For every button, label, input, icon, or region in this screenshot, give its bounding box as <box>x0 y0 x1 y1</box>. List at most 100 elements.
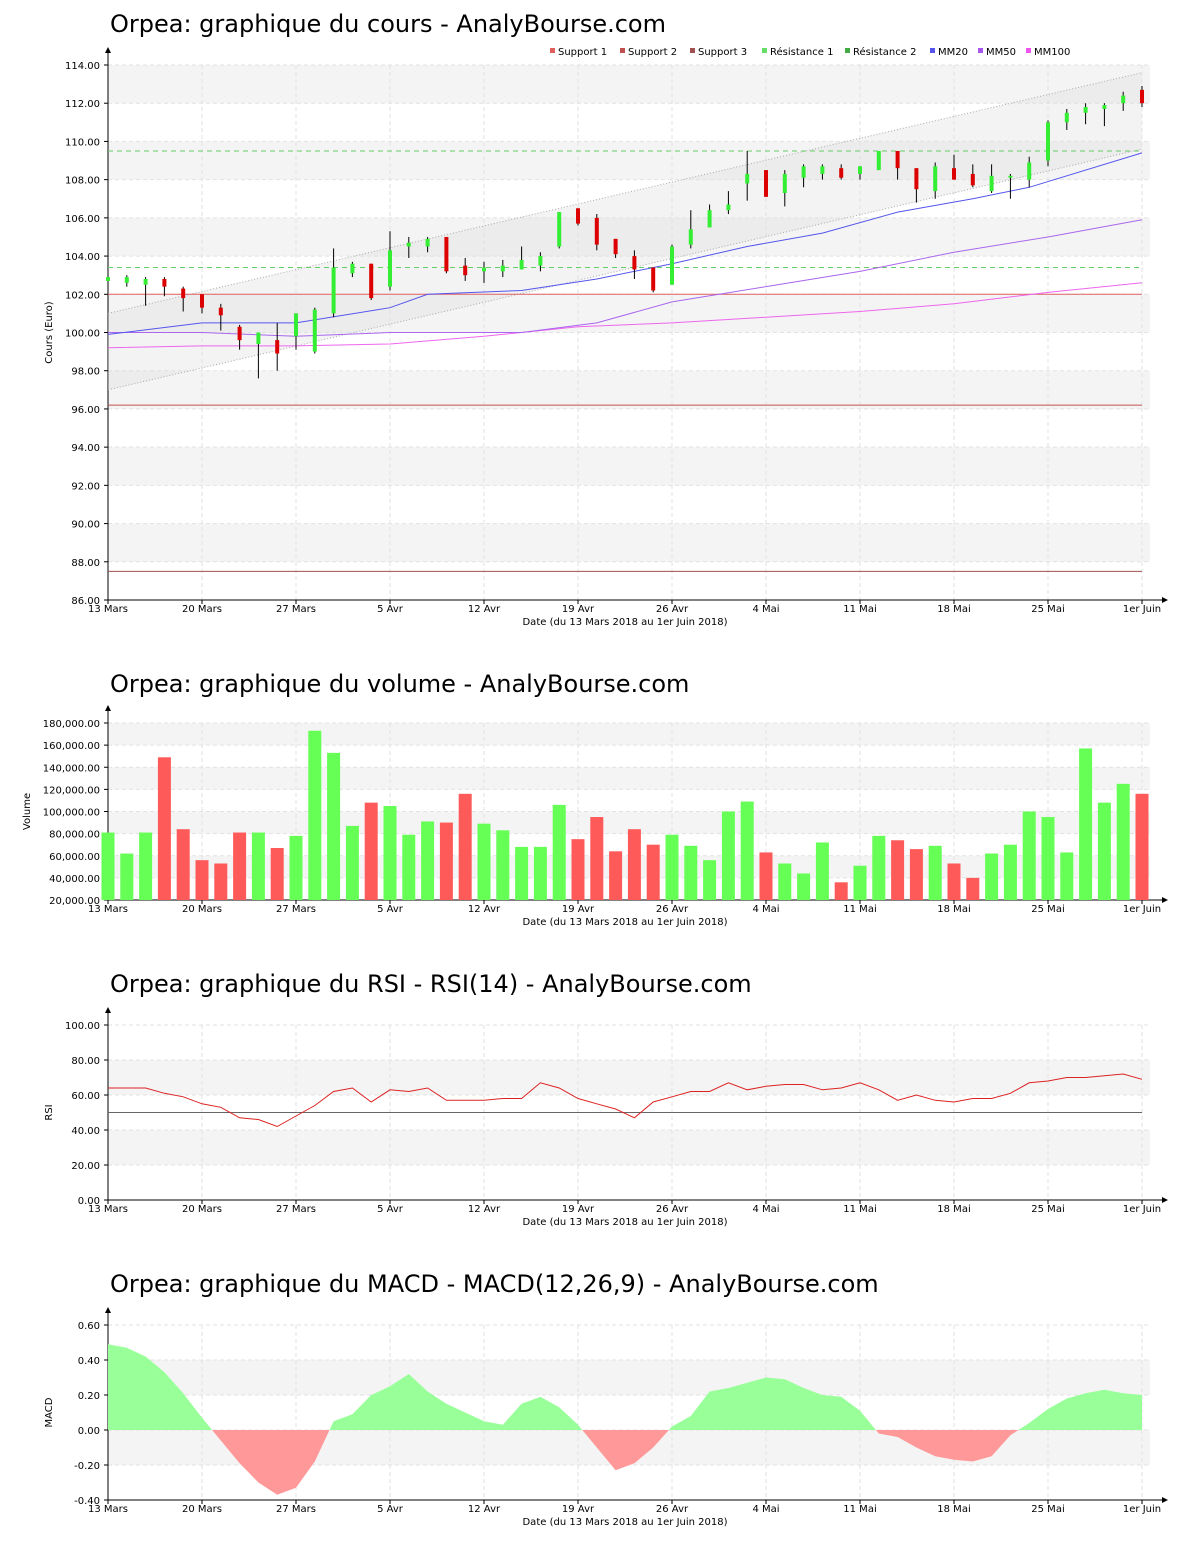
volume-bar <box>928 845 942 900</box>
x-axis-arrow <box>1162 1497 1168 1503</box>
candle-body <box>726 204 731 211</box>
candle-body <box>613 238 618 255</box>
volume-bar <box>684 845 698 900</box>
candle-body <box>688 229 693 245</box>
volume-bar <box>515 846 529 900</box>
candle-body <box>275 340 280 354</box>
legend-label: Support 1 <box>558 47 607 58</box>
legend-label: Résistance 1 <box>770 46 833 58</box>
volume-bar <box>740 801 754 900</box>
candle <box>557 212 562 249</box>
candle <box>1140 86 1144 108</box>
x-tick-label: 26 Avr <box>656 1204 689 1215</box>
candle-body <box>388 250 392 287</box>
y-tick-label: 80,000.00 <box>49 830 100 841</box>
candle <box>275 322 280 371</box>
candle-body <box>444 236 449 272</box>
x-tick-label: 20 Mars <box>182 904 222 915</box>
y-axis-label: Cours (Euro) <box>44 301 55 364</box>
x-tick-label: 11 Mai <box>843 604 876 615</box>
volume-bar <box>891 840 905 900</box>
volume-bar <box>1003 844 1017 900</box>
y-axis-arrow <box>105 1007 111 1013</box>
y-tick-label: 20.00 <box>71 1161 100 1172</box>
volume-chart: 20,000.00 40,000.00 60,000.00 80,000.00 100,… <box>22 705 1168 928</box>
y-tick-label: 120,000.00 <box>43 785 100 796</box>
x-tick-label: 25 Mai <box>1031 1504 1064 1515</box>
candle <box>482 261 486 283</box>
plot-band <box>108 523 1150 562</box>
candle-body <box>425 238 430 247</box>
volume-bar <box>815 842 829 900</box>
x-tick-label: 27 Mars <box>276 604 316 615</box>
candle-body <box>801 166 806 178</box>
y-tick-label: 102.00 <box>65 290 100 301</box>
candle <box>350 261 355 278</box>
candle-body <box>124 277 129 283</box>
plot-band <box>108 447 1150 486</box>
volume-bar <box>797 873 811 900</box>
legend-swatch <box>930 48 935 53</box>
x-tick-label: 20 Mars <box>182 604 222 615</box>
candle <box>218 303 223 331</box>
legend-label: MM20 <box>938 47 968 58</box>
x-tick-label: 11 Mai <box>843 1504 876 1515</box>
candle <box>688 210 693 249</box>
volume-bar <box>1041 817 1055 900</box>
x-tick-label: 12 Avr <box>468 604 501 615</box>
candle <box>331 248 336 318</box>
volume-bar <box>872 835 886 900</box>
volume-bar <box>402 834 416 900</box>
y-tick-label: 80.00 <box>71 1056 100 1067</box>
y-tick-label: 60,000.00 <box>49 852 100 863</box>
price-panel: Orpea: graphique du cours - AnalyBourse.… <box>0 0 1200 640</box>
volume-bar <box>646 844 660 900</box>
candle-body <box>256 332 261 344</box>
candle-body <box>745 173 750 184</box>
candle <box>181 286 186 312</box>
candle <box>876 150 881 171</box>
legend-swatch <box>620 48 625 53</box>
x-tick-label: 5 Avr <box>377 604 404 615</box>
macd-negative-area <box>875 1430 1019 1462</box>
candle <box>858 166 862 180</box>
candle <box>933 162 938 199</box>
price-chart-title: Orpea: graphique du cours - AnalyBourse.… <box>110 10 666 38</box>
candle-body <box>1140 89 1144 104</box>
y-axis-label: MACD <box>44 1397 55 1427</box>
macd-positive-area <box>668 1377 876 1430</box>
volume-bar <box>1079 748 1093 900</box>
x-tick-label: 11 Mai <box>843 904 876 915</box>
volume-bar <box>1116 783 1130 900</box>
x-tick-label: 12 Avr <box>468 1504 501 1515</box>
rsi-chart: 0.00 20.00 40.00 60.00 80.00 100.00 13 Mars 20 … <box>44 1007 1168 1228</box>
y-tick-label: 110.00 <box>65 137 100 148</box>
candle-body <box>632 256 637 270</box>
candle <box>1027 156 1032 188</box>
candle <box>895 150 900 180</box>
x-tick-label: 13 Mars <box>88 604 128 615</box>
x-tick-label: 5 Avr <box>377 1204 404 1215</box>
x-tick-label: 1er Juin <box>1123 604 1161 615</box>
candle-body <box>1083 107 1088 113</box>
legend-label: MM50 <box>986 47 1016 58</box>
volume-bar <box>233 832 247 900</box>
candle-body <box>839 168 844 178</box>
candle <box>200 294 204 314</box>
mm100-line <box>107 282 1143 349</box>
candle-body <box>162 279 167 287</box>
volume-bar <box>627 829 641 900</box>
candle-body <box>350 263 355 274</box>
macd-chart-title: Orpea: graphique du MACD - MACD(12,26,9)… <box>110 1270 879 1298</box>
y-axis-label: RSI <box>44 1104 55 1120</box>
candle-body <box>143 279 148 285</box>
candle-body <box>294 313 298 337</box>
plot-band <box>108 723 1150 746</box>
candle-body <box>406 242 411 247</box>
candle <box>444 236 449 274</box>
candle-body <box>1008 175 1013 178</box>
y-tick-label: 96.00 <box>71 405 100 416</box>
legend-label: Résistance 2 <box>853 46 916 58</box>
volume-bar <box>665 834 679 900</box>
x-tick-label: 20 Mars <box>182 1204 222 1215</box>
